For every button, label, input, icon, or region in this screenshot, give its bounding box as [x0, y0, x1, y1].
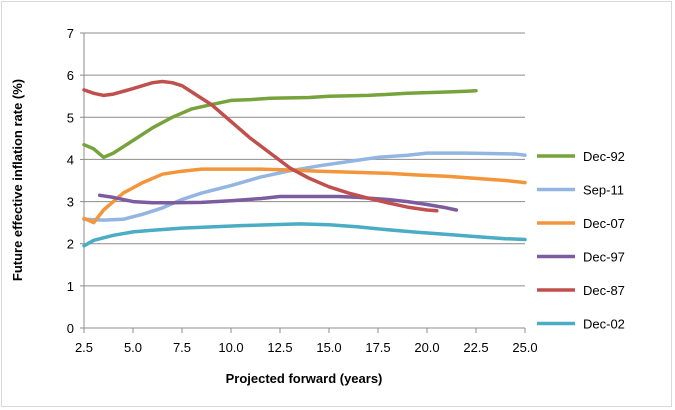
series-line-dec-92: [82, 88, 478, 160]
gridlines: [84, 32, 525, 287]
legend: Dec-92 Sep-11 Dec-07 Dec-97 Dec-87 Dec-02: [537, 149, 625, 332]
series-line-sep-11: [82, 151, 527, 222]
x-tick-label: 5.0: [124, 340, 142, 355]
x-tick-label: 22.5: [463, 340, 488, 355]
legend-label: Sep-11: [583, 183, 624, 198]
y-tick-label: 4: [67, 152, 74, 167]
y-axis-title: Future effective inflation rate (%): [10, 79, 25, 281]
x-tick-label: 25.0: [512, 340, 537, 355]
y-tick-label: 7: [67, 26, 74, 41]
y-tick-label: 2: [67, 237, 74, 252]
legend-label: Dec-92: [583, 149, 625, 164]
legend-label: Dec-87: [583, 283, 625, 298]
x-tick-label: 10.0: [218, 340, 243, 355]
x-axis-title: Projected forward (years): [226, 371, 383, 386]
y-tick-label: 5: [67, 110, 74, 125]
legend-label: Dec-07: [583, 216, 625, 231]
x-tick-label: 2.5: [75, 340, 93, 355]
series-lines: [82, 79, 527, 248]
y-tick-label: 0: [67, 321, 74, 336]
series-line-dec-97: [97, 193, 459, 212]
legend-label: Dec-97: [583, 250, 625, 265]
x-tick-label: 20.0: [414, 340, 439, 355]
series-line-dec-07: [82, 167, 527, 225]
y-tick-label: 6: [67, 68, 74, 83]
axes: 0 1 2 3 4 5 6 7 2.5 5.0 7.5 10.0 12.5 15.0 17.5 20.0 22.…: [67, 26, 538, 355]
x-tick-label: 12.5: [267, 340, 292, 355]
x-tick-label: 17.5: [365, 340, 390, 355]
y-tick-label: 3: [67, 195, 74, 210]
x-tick-label: 7.5: [173, 340, 191, 355]
y-tick-label: 1: [67, 279, 74, 294]
legend-label: Dec-02: [583, 317, 625, 332]
series-line-dec-02: [82, 222, 527, 248]
series-line-dec-87: [82, 79, 439, 213]
x-tick-label: 15.0: [316, 340, 341, 355]
